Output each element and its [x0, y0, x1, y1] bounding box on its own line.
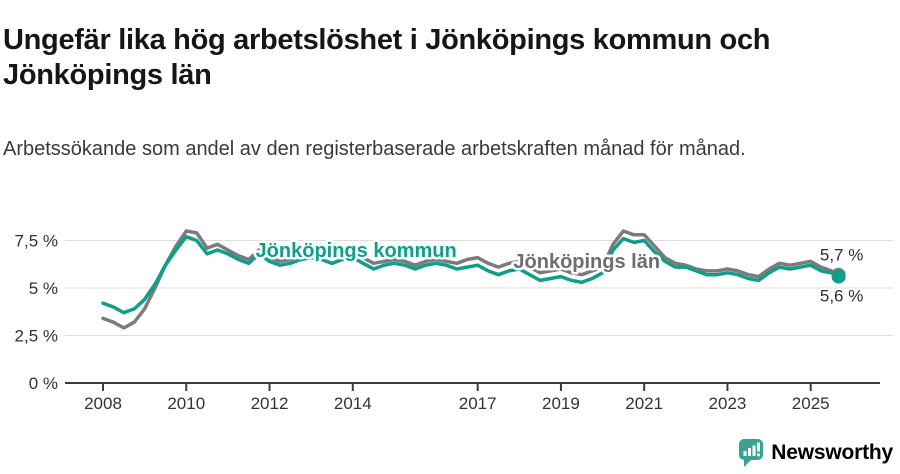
x-axis-label: 2010: [167, 394, 205, 413]
y-axis-label: 7,5 %: [15, 232, 58, 251]
x-axis-label: 2014: [334, 394, 372, 413]
logo-bar-3: [752, 445, 756, 456]
x-axis-label: 2019: [542, 394, 580, 413]
newsworthy-logo-text: Newsworthy: [771, 441, 893, 464]
series-line-lan: [101, 229, 841, 330]
logo-bar-1: [743, 451, 747, 456]
x-axis-label: 2025: [792, 394, 830, 413]
x-axis-label: 2012: [251, 394, 289, 413]
series-inline-label-kommun: Jönköpings kommun: [256, 240, 457, 262]
chart: 0 % 2,5 % 5 % 7,5 % 2008 2010 2012 2014 2017 2019…: [15, 229, 893, 413]
y-axis-label: 2,5 %: [15, 327, 58, 346]
y-axis-label: 0 %: [29, 374, 58, 393]
series-inline-label-lan: Jönköpings län: [513, 251, 660, 273]
logo-exclamation-dot: [757, 453, 761, 457]
series-line-kommun: [101, 234, 841, 315]
logo-bubble-tail: [744, 458, 754, 467]
chart-title: Ungefär lika hög arbetslöshet i Jönköpin…: [3, 24, 771, 92]
x-axis-label: 2008: [84, 394, 122, 413]
logo-bar-2: [748, 448, 752, 456]
x-axis-label: 2023: [709, 394, 747, 413]
end-dot-kommun: [831, 269, 846, 284]
end-value-label-kommun: 5,6 %: [820, 287, 863, 306]
newsworthy-logo-icon: [739, 439, 764, 467]
x-axis-label: 2017: [459, 394, 497, 413]
newsworthy-logo[interactable]: Newsworthy: [738, 438, 893, 468]
chart-subtitle: Arbetssökande som andel av den registerb…: [3, 138, 746, 160]
end-value-label-lan: 5,7 %: [820, 246, 863, 265]
y-axis-label: 5 %: [29, 279, 58, 298]
x-axis-label: 2021: [625, 394, 663, 413]
logo-exclamation-bar: [757, 442, 761, 452]
